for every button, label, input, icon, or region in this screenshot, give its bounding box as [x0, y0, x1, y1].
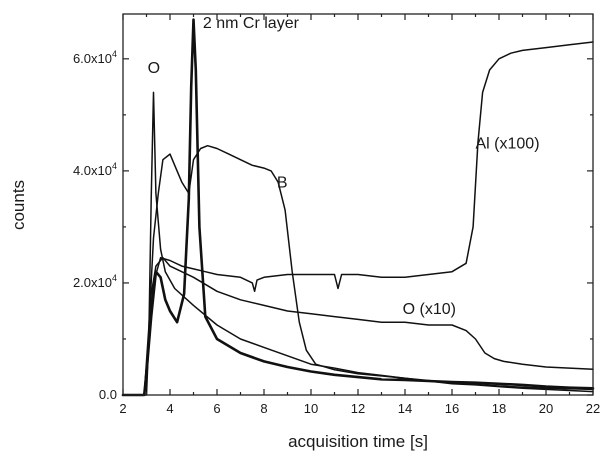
x-tick-label: 18 [492, 401, 506, 416]
y-tick-label: 2.0x104 [73, 273, 117, 290]
y-axis-title: counts [9, 180, 28, 230]
x-tick-label: 4 [166, 401, 173, 416]
y-tick-label: 4.0x104 [73, 161, 117, 178]
series-line-b [122, 144, 594, 396]
series-line-cr [121, 18, 595, 397]
x-tick-label: 22 [586, 401, 600, 416]
y-tick-label: 0.0 [99, 387, 117, 402]
series-line-o-x10 [122, 256, 594, 396]
x-tick-label: 2 [119, 401, 126, 416]
annotation-al-x100: Al (x100) [476, 135, 540, 152]
annotation-layer: 2 nm Cr layer O Al (x100) B O (x10) [148, 15, 540, 318]
annotation-2-nm-cr-layer: 2 nm Cr layer [203, 15, 300, 32]
tick-layer [122, 14, 594, 396]
annotation-o-x10: O (x10) [403, 301, 456, 318]
x-tick-label: 8 [260, 401, 267, 416]
annotation-b: B [277, 175, 288, 192]
x-tick-label: 10 [304, 401, 318, 416]
annotation-o: O [148, 60, 160, 77]
series-layer [121, 18, 595, 397]
series-line-al-x100 [122, 41, 594, 396]
x-axis-title: acquisition time [s] [288, 432, 428, 451]
x-tick-label: 16 [445, 401, 459, 416]
x-tick-label: 12 [351, 401, 365, 416]
x-tick-label: 14 [398, 401, 412, 416]
x-tick-label: 20 [539, 401, 553, 416]
y-tick-label: 6.0x104 [73, 49, 117, 66]
label-layer: 2 4 6 8 10 12 14 16 18 20 22 0.0 2.0x104 4.0x104 6.0x1… [73, 49, 600, 416]
plot-frame [122, 13, 594, 396]
x-tick-label: 6 [213, 401, 220, 416]
